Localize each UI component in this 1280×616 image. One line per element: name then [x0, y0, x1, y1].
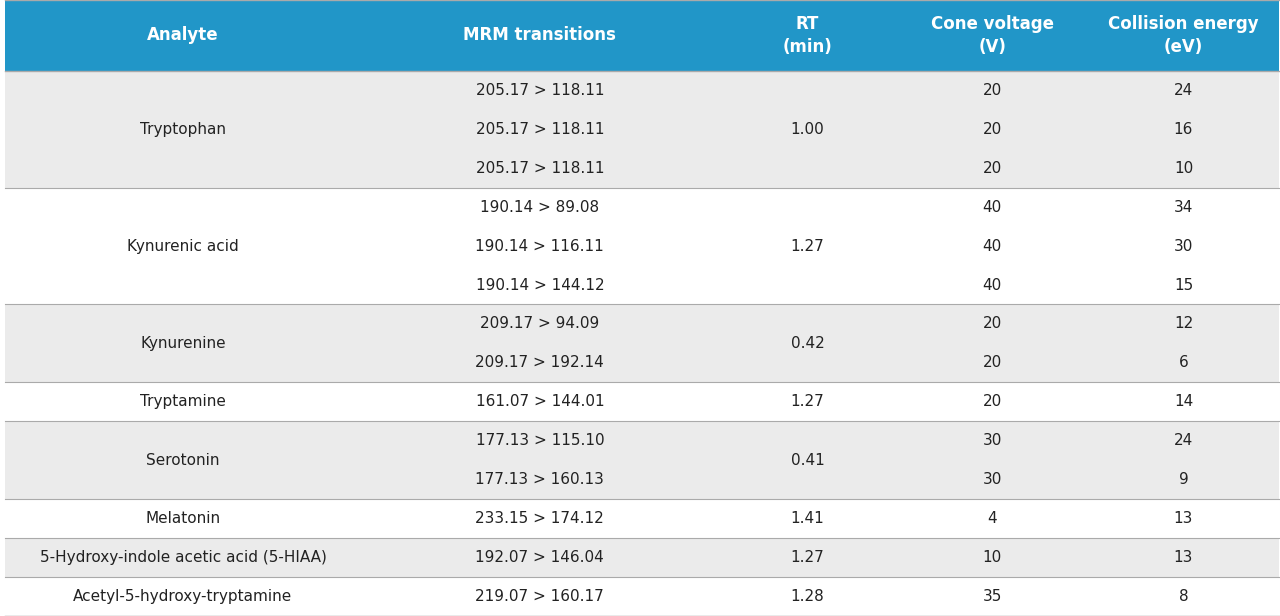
Bar: [5, 71, 1279, 188]
Text: 20: 20: [983, 122, 1002, 137]
Text: Tryptophan: Tryptophan: [140, 122, 227, 137]
Bar: [5, 421, 1279, 499]
Text: Kynurenic acid: Kynurenic acid: [127, 238, 239, 254]
Text: 14: 14: [1174, 394, 1193, 409]
Text: 1.27: 1.27: [791, 394, 824, 409]
Text: 177.13 > 115.10: 177.13 > 115.10: [476, 433, 604, 448]
Text: 9: 9: [1179, 472, 1188, 487]
Bar: [5, 499, 1279, 538]
Text: 1.27: 1.27: [791, 238, 824, 254]
Text: 20: 20: [983, 317, 1002, 331]
Text: 0.42: 0.42: [791, 336, 824, 351]
Bar: [5, 577, 1279, 616]
Text: 1.00: 1.00: [791, 122, 824, 137]
Text: Kynurenine: Kynurenine: [141, 336, 225, 351]
Text: 209.17 > 192.14: 209.17 > 192.14: [475, 355, 604, 370]
Text: Cone voltage
(V): Cone voltage (V): [931, 15, 1053, 55]
Text: 1.41: 1.41: [791, 511, 824, 526]
Text: 15: 15: [1174, 278, 1193, 293]
Text: 1.27: 1.27: [791, 550, 824, 565]
Text: 20: 20: [983, 161, 1002, 176]
Text: 12: 12: [1174, 317, 1193, 331]
Text: 233.15 > 174.12: 233.15 > 174.12: [475, 511, 604, 526]
Bar: [5, 0, 1279, 71]
Text: 20: 20: [983, 355, 1002, 370]
Text: 8: 8: [1179, 589, 1188, 604]
Text: 190.14 > 89.08: 190.14 > 89.08: [480, 200, 599, 214]
Text: 4: 4: [987, 511, 997, 526]
Text: 161.07 > 144.01: 161.07 > 144.01: [476, 394, 604, 409]
Text: Melatonin: Melatonin: [146, 511, 220, 526]
Text: 192.07 > 146.04: 192.07 > 146.04: [475, 550, 604, 565]
Text: Collision energy
(eV): Collision energy (eV): [1108, 15, 1258, 55]
Text: 40: 40: [983, 278, 1002, 293]
Bar: [5, 304, 1279, 383]
Text: 5-Hydroxy-indole acetic acid (5-HIAA): 5-Hydroxy-indole acetic acid (5-HIAA): [40, 550, 326, 565]
Text: 205.17 > 118.11: 205.17 > 118.11: [476, 83, 604, 98]
Text: 10: 10: [1174, 161, 1193, 176]
Text: 20: 20: [983, 83, 1002, 98]
Text: 10: 10: [983, 550, 1002, 565]
Text: 24: 24: [1174, 83, 1193, 98]
Bar: [5, 383, 1279, 421]
Text: 30: 30: [1174, 238, 1193, 254]
Text: Serotonin: Serotonin: [146, 453, 220, 468]
Text: 1.28: 1.28: [791, 589, 824, 604]
Text: Acetyl-5-hydroxy-tryptamine: Acetyl-5-hydroxy-tryptamine: [73, 589, 293, 604]
Text: 30: 30: [983, 433, 1002, 448]
Text: 13: 13: [1174, 511, 1193, 526]
Text: 205.17 > 118.11: 205.17 > 118.11: [476, 161, 604, 176]
Text: 205.17 > 118.11: 205.17 > 118.11: [476, 122, 604, 137]
Bar: [5, 188, 1279, 304]
Text: 6: 6: [1179, 355, 1188, 370]
Text: Tryptamine: Tryptamine: [140, 394, 227, 409]
Text: 0.41: 0.41: [791, 453, 824, 468]
Text: 24: 24: [1174, 433, 1193, 448]
Text: 16: 16: [1174, 122, 1193, 137]
Text: 190.14 > 116.11: 190.14 > 116.11: [475, 238, 604, 254]
Text: RT
(min): RT (min): [782, 15, 832, 55]
Text: 219.07 > 160.17: 219.07 > 160.17: [475, 589, 604, 604]
Text: 35: 35: [983, 589, 1002, 604]
Text: 40: 40: [983, 238, 1002, 254]
Text: 40: 40: [983, 200, 1002, 214]
Text: Analyte: Analyte: [147, 26, 219, 44]
Text: 34: 34: [1174, 200, 1193, 214]
Bar: [5, 538, 1279, 577]
Text: 209.17 > 94.09: 209.17 > 94.09: [480, 317, 599, 331]
Text: 177.13 > 160.13: 177.13 > 160.13: [475, 472, 604, 487]
Text: 30: 30: [983, 472, 1002, 487]
Text: MRM transitions: MRM transitions: [463, 26, 616, 44]
Text: 13: 13: [1174, 550, 1193, 565]
Text: 20: 20: [983, 394, 1002, 409]
Text: 190.14 > 144.12: 190.14 > 144.12: [476, 278, 604, 293]
